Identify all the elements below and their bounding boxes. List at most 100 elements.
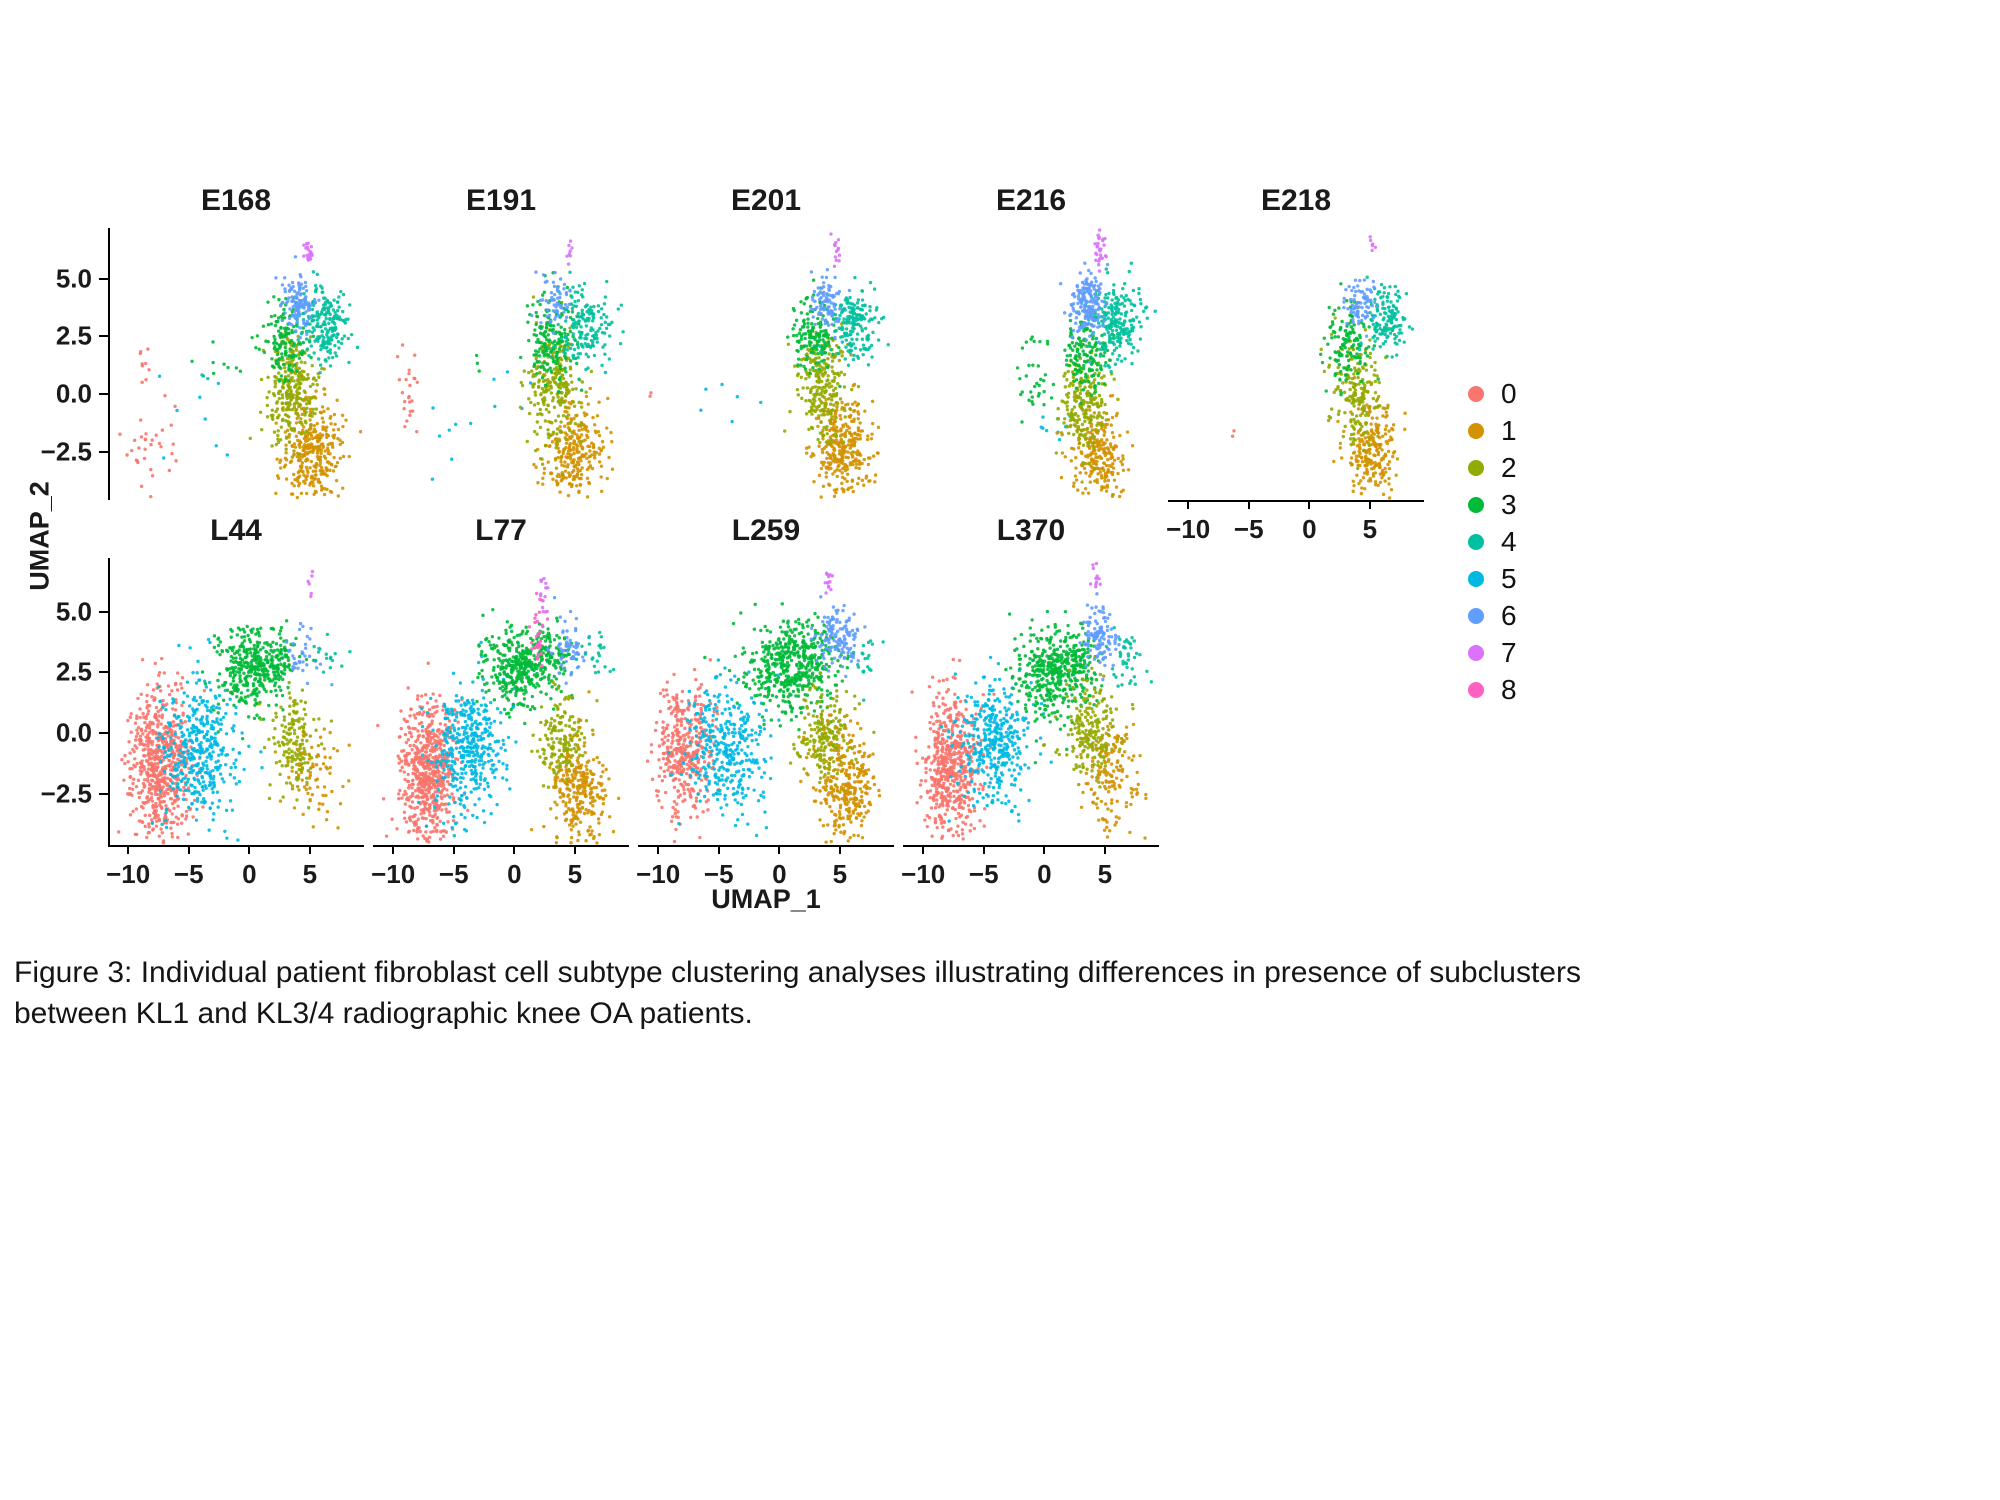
x-tick: [452, 845, 455, 854]
legend-item-0: 0: [1468, 378, 1517, 409]
y-tick: [99, 277, 108, 280]
panel-title: E218: [1260, 184, 1332, 217]
y-tick: [99, 732, 108, 735]
y-tick-label: 2.5: [55, 320, 92, 351]
panel-title: E168: [200, 184, 272, 217]
y-tick-label: 2.5: [55, 656, 92, 687]
x-tick: [1103, 845, 1106, 854]
y-tick: [99, 792, 108, 795]
x-tick-label: −5: [1233, 514, 1264, 544]
legend-label: 2: [1501, 452, 1517, 483]
x-tick-label: 0: [1037, 859, 1052, 889]
x-tick-label: 0: [772, 859, 787, 889]
x-tick-label: 5: [1097, 859, 1113, 889]
legend-item-5: 5: [1468, 563, 1517, 594]
scatter-canvas: [1170, 228, 1422, 500]
y-tick: [99, 392, 108, 395]
legend-color-dot: [1468, 682, 1484, 698]
x-tick-label: −10: [901, 859, 946, 889]
legend-label: 0: [1501, 378, 1517, 409]
y-tick-label: 5.0: [55, 263, 92, 294]
y-tick-label: 0.0: [55, 378, 92, 409]
panel-L44: L44 5.0 2.5 0.0 −2.5 −10 −5 0 5: [41, 514, 364, 889]
legend-color-dot: [1468, 497, 1484, 513]
caption-line-2: between KL1 and KL3/4 radiographic knee …: [14, 997, 753, 1030]
x-tick-label: 5: [832, 859, 848, 889]
legend-item-7: 7: [1468, 637, 1517, 668]
panel-title: L259: [731, 514, 801, 547]
x-tick: [1368, 500, 1371, 509]
x-axis: [903, 845, 1159, 847]
y-tick: [99, 610, 108, 613]
scatter-canvas: [640, 228, 892, 500]
scatter-canvas: [905, 228, 1157, 500]
legend-item-3: 3: [1468, 489, 1517, 520]
x-tick: [1247, 500, 1250, 509]
legend-label: 5: [1501, 563, 1517, 594]
x-tick-label: 0: [242, 859, 257, 889]
x-tick: [187, 845, 190, 854]
scatter-canvas: [375, 558, 627, 845]
panel-L77: L77 −10 −5 0 5: [371, 514, 629, 889]
y-tick-label: −2.5: [40, 778, 92, 809]
scatter-canvas: [640, 558, 892, 845]
panel-E218: E218 −10 −5 0 5: [1166, 184, 1424, 544]
x-tick-label: 0: [507, 859, 522, 889]
panel-E168: E168 5.0 2.5 0.0 −2.5: [41, 184, 362, 500]
x-tick-label: −10: [106, 859, 151, 889]
x-tick: [1043, 845, 1046, 854]
scatter-canvas: [110, 228, 362, 500]
x-tick-label: −10: [371, 859, 416, 889]
legend-color-dot: [1468, 460, 1484, 476]
x-tick: [778, 845, 781, 854]
x-tick-label: −10: [1166, 514, 1211, 544]
y-axis-label: UMAP_2: [24, 481, 55, 591]
legend-color-dot: [1468, 571, 1484, 587]
x-tick: [308, 845, 311, 854]
x-tick-label: −5: [438, 859, 469, 889]
legend-color-dot: [1468, 386, 1484, 402]
panel-E216: E216: [905, 184, 1157, 500]
x-tick: [657, 845, 660, 854]
x-tick: [248, 845, 251, 854]
x-tick: [922, 845, 925, 854]
y-tick: [99, 671, 108, 674]
x-tick-label: −5: [173, 859, 204, 889]
x-tick: [717, 845, 720, 854]
x-tick: [392, 845, 395, 854]
legend-color-dot: [1468, 534, 1484, 550]
y-tick-label: 5.0: [55, 596, 92, 626]
x-tick-label: 0: [1302, 514, 1317, 544]
legend-label: 3: [1501, 489, 1517, 520]
panel-E201: E201: [640, 184, 892, 500]
y-tick-label: 0.0: [55, 717, 92, 748]
legend-color-dot: [1468, 608, 1484, 624]
x-tick: [127, 845, 130, 854]
x-axis: [108, 845, 364, 847]
legend-label: 8: [1501, 674, 1517, 705]
legend-label: 1: [1501, 415, 1517, 446]
x-tick: [1308, 500, 1311, 509]
scatter-canvas: [375, 228, 627, 500]
legend-color-dot: [1468, 423, 1484, 439]
legend-label: 6: [1501, 600, 1517, 631]
y-tick: [99, 450, 108, 453]
x-axis-label: UMAP_1: [711, 884, 821, 914]
panel-L370: L370 −10 −5 0 5: [901, 514, 1159, 889]
legend-item-1: 1: [1468, 415, 1517, 446]
cluster-legend: 0 1 2 3 4 5 6 7 8: [1468, 378, 1517, 705]
panel-title: L77: [475, 514, 527, 547]
x-tick: [573, 845, 576, 854]
x-axis: [373, 845, 629, 847]
x-tick-label: −5: [703, 859, 734, 889]
panel-title: E216: [995, 184, 1067, 217]
panel-title: E191: [465, 184, 537, 217]
x-axis: [1168, 500, 1424, 502]
panel-E191: E191: [375, 184, 627, 500]
panel-title: E201: [730, 184, 802, 217]
x-tick: [838, 845, 841, 854]
legend-label: 7: [1501, 637, 1517, 668]
legend-color-dot: [1468, 645, 1484, 661]
x-tick: [513, 845, 516, 854]
x-tick-label: −5: [968, 859, 999, 889]
